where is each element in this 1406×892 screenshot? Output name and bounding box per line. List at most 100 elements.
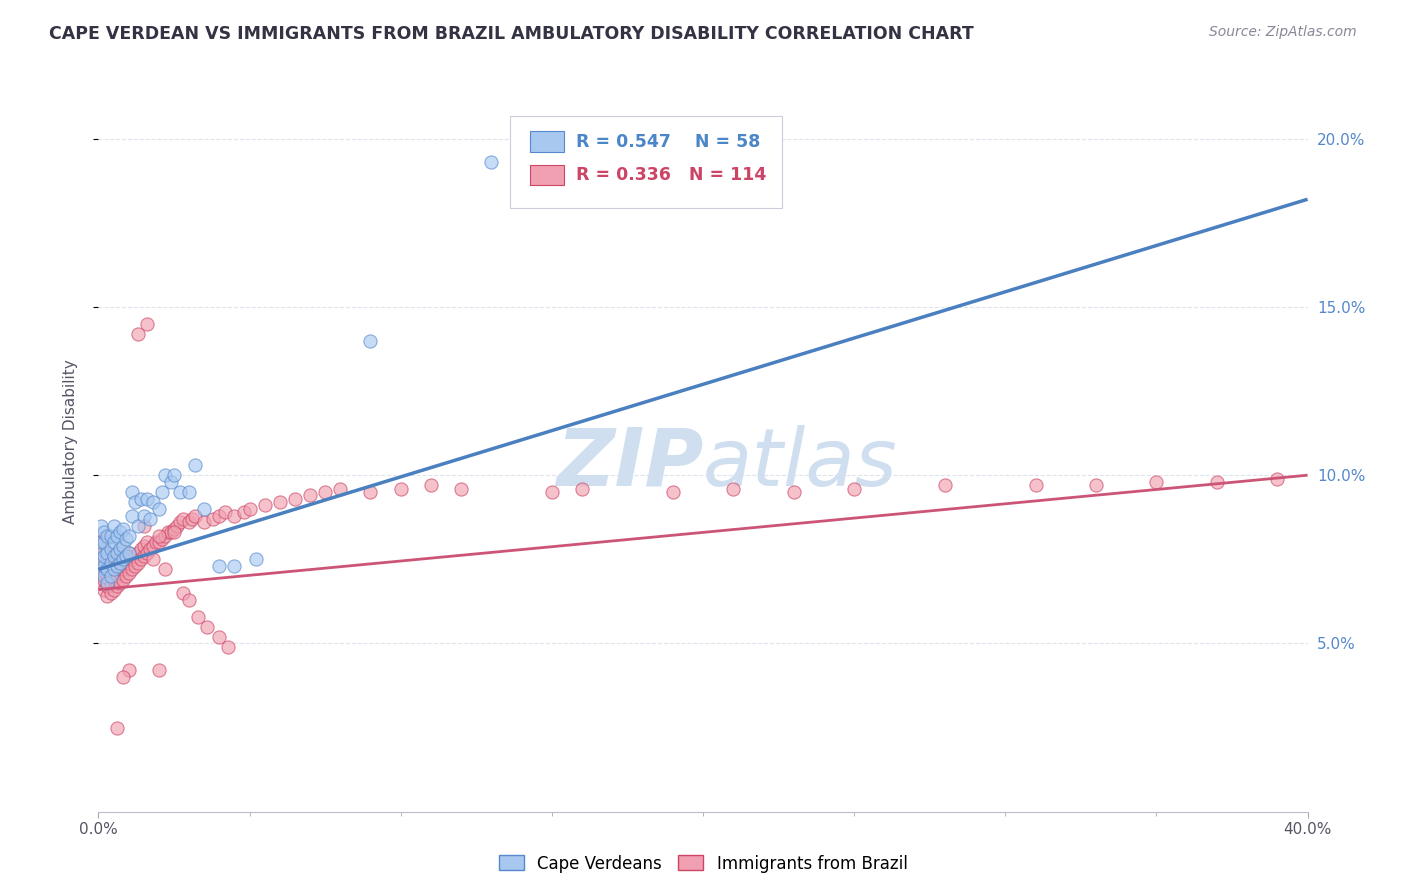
Point — [179, 485, 201, 500]
Point — [90, 535, 112, 549]
Point — [118, 566, 141, 580]
Point — [90, 552, 112, 566]
Point — [108, 556, 131, 570]
Point — [93, 559, 115, 574]
Point — [202, 512, 225, 526]
Point — [193, 501, 215, 516]
Point — [100, 556, 122, 570]
FancyBboxPatch shape — [509, 116, 782, 209]
Point — [90, 575, 112, 590]
Point — [93, 582, 115, 597]
Point — [96, 529, 118, 543]
Point — [245, 552, 267, 566]
Point — [571, 482, 593, 496]
Point — [93, 549, 115, 563]
Text: ZIP: ZIP — [555, 425, 703, 503]
Point — [127, 556, 149, 570]
Point — [723, 482, 745, 496]
Point — [111, 552, 134, 566]
Point — [1144, 475, 1167, 489]
Point — [127, 545, 149, 560]
Point — [1267, 471, 1289, 485]
Point — [127, 518, 149, 533]
Point — [184, 458, 207, 472]
Point — [118, 556, 141, 570]
Point — [124, 495, 146, 509]
Point — [153, 468, 176, 483]
Point — [118, 529, 141, 543]
Point — [214, 505, 236, 519]
Point — [103, 552, 125, 566]
Point — [114, 532, 136, 546]
Point — [90, 535, 112, 549]
Point — [184, 508, 207, 523]
Point — [103, 573, 125, 587]
Point — [124, 549, 146, 563]
Point — [103, 535, 125, 549]
Point — [93, 573, 115, 587]
Point — [360, 334, 382, 348]
Point — [129, 552, 152, 566]
Point — [148, 535, 170, 549]
Point — [132, 518, 155, 533]
Point — [100, 586, 122, 600]
Point — [166, 518, 188, 533]
Y-axis label: Ambulatory Disability: Ambulatory Disability — [63, 359, 77, 524]
Point — [114, 549, 136, 563]
Point — [90, 566, 112, 580]
Point — [129, 491, 152, 506]
Point — [148, 529, 170, 543]
Point — [934, 478, 956, 492]
Point — [142, 552, 165, 566]
FancyBboxPatch shape — [530, 165, 564, 186]
Point — [299, 488, 322, 502]
Point — [111, 562, 134, 576]
Point — [121, 552, 143, 566]
Point — [129, 542, 152, 557]
Text: R = 0.336   N = 114: R = 0.336 N = 114 — [576, 166, 766, 184]
Point — [111, 522, 134, 536]
Point — [224, 508, 246, 523]
Point — [114, 549, 136, 563]
Point — [153, 562, 176, 576]
Point — [132, 508, 155, 523]
Point — [148, 501, 170, 516]
Point — [540, 485, 562, 500]
Point — [90, 545, 112, 560]
Point — [100, 566, 122, 580]
Point — [90, 556, 112, 570]
Point — [142, 495, 165, 509]
Point — [105, 579, 128, 593]
Point — [96, 590, 118, 604]
Point — [284, 491, 307, 506]
Point — [187, 609, 209, 624]
Point — [111, 552, 134, 566]
Point — [163, 525, 186, 540]
Point — [93, 562, 115, 576]
Point — [269, 495, 291, 509]
Point — [481, 155, 503, 169]
Point — [121, 508, 143, 523]
Point — [169, 516, 191, 530]
Point — [114, 569, 136, 583]
Point — [103, 562, 125, 576]
Point — [103, 562, 125, 576]
Point — [169, 485, 191, 500]
Point — [661, 485, 683, 500]
Point — [108, 556, 131, 570]
Point — [314, 485, 336, 500]
Point — [108, 525, 131, 540]
Point — [108, 575, 131, 590]
Point — [1024, 478, 1046, 492]
Point — [224, 559, 246, 574]
Point — [389, 482, 412, 496]
Point — [135, 491, 157, 506]
Point — [118, 545, 141, 560]
Text: R = 0.547    N = 58: R = 0.547 N = 58 — [576, 133, 761, 151]
Point — [93, 552, 115, 566]
Point — [96, 562, 118, 576]
Point — [148, 664, 170, 678]
Point — [105, 545, 128, 560]
Point — [132, 539, 155, 553]
Point — [90, 542, 112, 557]
